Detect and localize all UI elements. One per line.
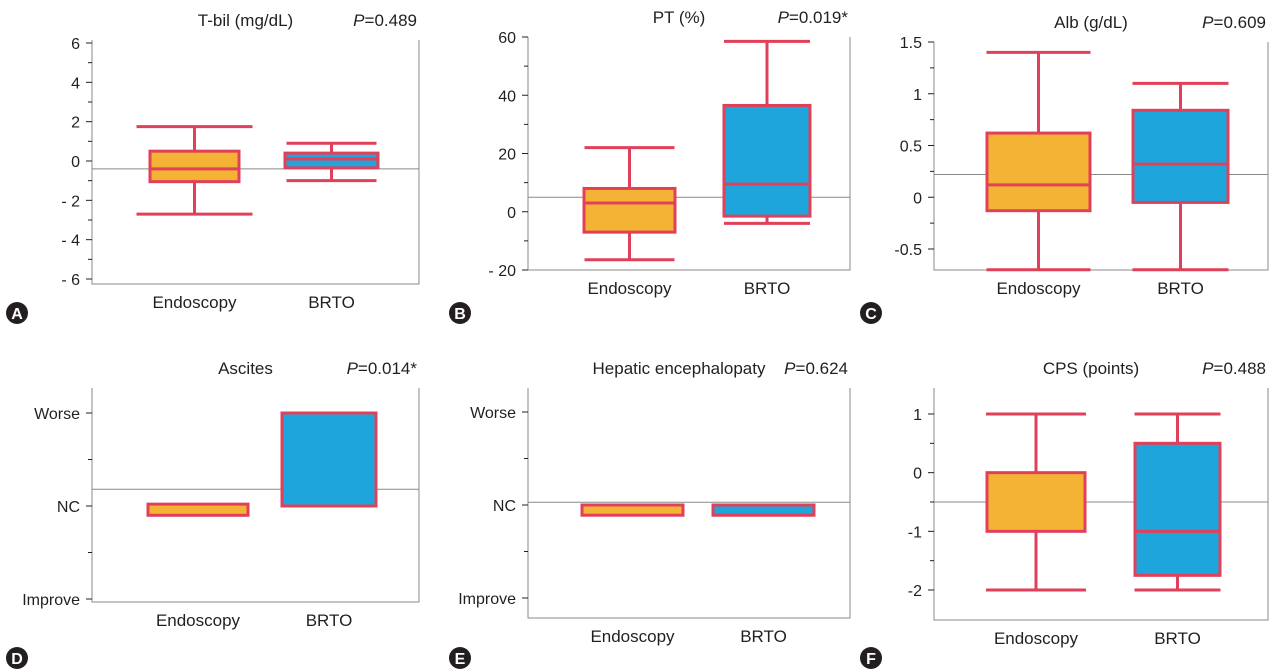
p-number: =0.609: [1214, 13, 1266, 32]
panel-badge-letter: D: [11, 651, 23, 668]
panel-badge-letter: B: [454, 306, 466, 323]
y-tick-label: - 4: [61, 233, 80, 250]
p-number: =0.014*: [358, 359, 417, 378]
p-symbol: P: [353, 11, 365, 30]
panel-badge: [6, 647, 28, 669]
panel-a: 6 4 2 0 - 2 - 4 - 6 T-bil (mg/dL) P=0.489 Endosco…: [6, 11, 420, 324]
y-tick-label: 0: [71, 154, 80, 171]
p-value: P=0.014*: [347, 359, 418, 378]
box-endoscopy: [580, 503, 685, 517]
panel-badge: [860, 302, 882, 324]
panel-title: CPS (points): [1043, 359, 1139, 378]
x-category-label: BRTO: [1157, 279, 1204, 298]
panel-title: Alb (g/dL): [1054, 13, 1128, 32]
x-category-label: Endoscopy: [996, 279, 1081, 298]
p-symbol: P: [1202, 359, 1214, 378]
plot-frame: [933, 42, 1269, 271]
y-tick-label: Improve: [22, 592, 80, 609]
plot-frame: [91, 40, 420, 285]
p-value: P=0.489: [353, 11, 417, 30]
box-brto: [280, 411, 378, 508]
x-category-label: Endoscopy: [587, 279, 672, 298]
box-endoscopy: [582, 186, 677, 234]
x-category-label: Endoscopy: [156, 611, 241, 630]
box-brto: [1133, 441, 1222, 577]
y-tick-label: 1: [913, 407, 922, 424]
x-category-label: BRTO: [306, 611, 353, 630]
y-tick-label: -0.5: [894, 242, 922, 259]
panel-b: 60 40 20 0 - 20 PT (%) P=0.019* Endoscopy BRTO B: [449, 8, 851, 324]
box-endoscopy: [148, 149, 241, 184]
plot-frame: [527, 388, 851, 619]
x-category-label: BRTO: [744, 279, 791, 298]
p-symbol: P: [1202, 13, 1214, 32]
p-number: =0.019*: [789, 8, 848, 27]
y-tick-label: Improve: [458, 591, 516, 608]
p-value: P=0.624: [784, 359, 848, 378]
p-symbol: P: [347, 359, 359, 378]
panel-d: Worse NC Improve Ascites P=0.014* Endoscopy BR…: [6, 359, 420, 669]
box-endoscopy: [146, 502, 250, 517]
y-tick-label: 0: [507, 205, 516, 222]
panel-badge-letter: A: [11, 306, 23, 323]
box-endoscopy: [985, 471, 1087, 533]
y-tick-label: 40: [498, 88, 516, 105]
y-tick-label: 4: [71, 75, 80, 92]
plot-frame: [933, 388, 1269, 621]
y-tick-label: 0: [913, 190, 922, 207]
y-tick-label: Worse: [34, 406, 80, 423]
p-number: =0.488: [1214, 359, 1266, 378]
p-value: P=0.488: [1202, 359, 1266, 378]
y-tick-label: Worse: [470, 405, 516, 422]
p-value: P=0.019*: [778, 8, 849, 27]
box-brto: [711, 503, 816, 517]
x-category-label: BRTO: [740, 627, 787, 646]
y-tick-label: -2: [908, 583, 922, 600]
plot-frame: [91, 388, 420, 603]
p-symbol: P: [778, 8, 790, 27]
panel-badge: [6, 302, 28, 324]
panel-title: Ascites: [218, 359, 273, 378]
y-tick-label: -1: [908, 524, 922, 541]
y-tick-label: 20: [498, 147, 516, 164]
panel-badge-letter: F: [866, 651, 876, 668]
x-category-label: Endoscopy: [590, 627, 675, 646]
panel-title: PT (%): [653, 8, 706, 27]
y-tick-label: - 20: [488, 263, 516, 280]
y-tick-label: 1.5: [900, 35, 922, 52]
box-brto: [722, 103, 812, 218]
y-tick-label: NC: [493, 498, 516, 515]
x-category-label: BRTO: [308, 293, 355, 312]
panel-title: T-bil (mg/dL): [198, 11, 293, 30]
panel-badge: [449, 647, 471, 669]
panel-f: 1 0 -1 -2 CPS (points) P=0.488 Endoscopy BRTO F: [860, 359, 1269, 669]
box-endoscopy: [985, 131, 1092, 213]
y-tick-label: 60: [498, 30, 516, 47]
panel-badge-letter: E: [455, 651, 466, 668]
y-tick-label: 6: [71, 36, 80, 53]
x-category-label: Endoscopy: [994, 629, 1079, 648]
p-value: P=0.609: [1202, 13, 1266, 32]
panel-badge-letter: C: [865, 306, 877, 323]
y-tick-label: - 6: [61, 272, 80, 289]
y-tick-label: 0: [913, 466, 922, 483]
panel-badge: [860, 647, 882, 669]
panel-title: Hepatic encephalopaty: [593, 359, 766, 378]
panel-e: Worse NC Improve Hepatic encephalopaty P=0.6…: [449, 359, 851, 669]
p-symbol: P: [784, 359, 796, 378]
y-tick-label: 0.5: [900, 139, 922, 156]
p-number: =0.489: [365, 11, 417, 30]
y-tick-label: 1: [913, 87, 922, 104]
y-tick-label: NC: [57, 499, 80, 516]
x-category-label: Endoscopy: [152, 293, 237, 312]
y-tick-label: - 2: [61, 193, 80, 210]
x-category-label: BRTO: [1154, 629, 1201, 648]
y-tick-label: 2: [71, 115, 80, 132]
p-number: =0.624: [796, 359, 848, 378]
panel-badge: [449, 302, 471, 324]
box-brto: [1131, 108, 1230, 204]
panel-c: 1.5 1 0.5 0 -0.5 Alb (g/dL) P=0.609 Endoscopy BR…: [860, 13, 1269, 324]
